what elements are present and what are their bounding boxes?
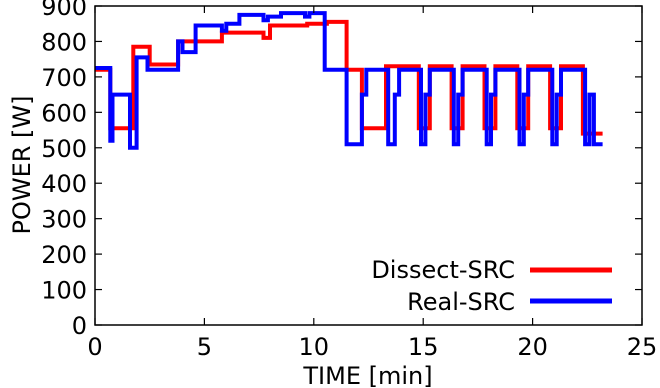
y-tick-label: 500	[41, 135, 87, 163]
x-tick-label: 15	[408, 333, 439, 361]
legend: Dissect-SRC Real-SRC	[371, 256, 612, 316]
y-tick-label: 300	[41, 206, 87, 234]
y-tick-label: 200	[41, 241, 87, 269]
y-tick-label: 400	[41, 170, 87, 198]
y-tick-label: 100	[41, 277, 87, 305]
x-axis-title: TIME [min]	[302, 362, 432, 388]
x-tick-label: 10	[299, 333, 330, 361]
y-axis-title: POWER [W]	[8, 95, 36, 234]
x-tick-label: 25	[627, 333, 658, 361]
y-tick-label: 900	[41, 0, 87, 21]
x-tick-label: 0	[87, 333, 102, 361]
y-tick-label: 600	[41, 99, 87, 127]
x-tick-label: 5	[197, 333, 212, 361]
y-tick-label: 700	[41, 64, 87, 92]
legend-label-dissect-src: Dissect-SRC	[371, 256, 515, 284]
y-tick-label: 0	[72, 312, 87, 340]
x-tick-label: 20	[517, 333, 548, 361]
plot-frame	[94, 5, 643, 326]
series-line-real-src	[95, 11, 603, 150]
y-tick-label: 800	[41, 28, 87, 56]
series-layer	[95, 11, 603, 150]
legend-label-real-src: Real-SRC	[407, 288, 515, 316]
